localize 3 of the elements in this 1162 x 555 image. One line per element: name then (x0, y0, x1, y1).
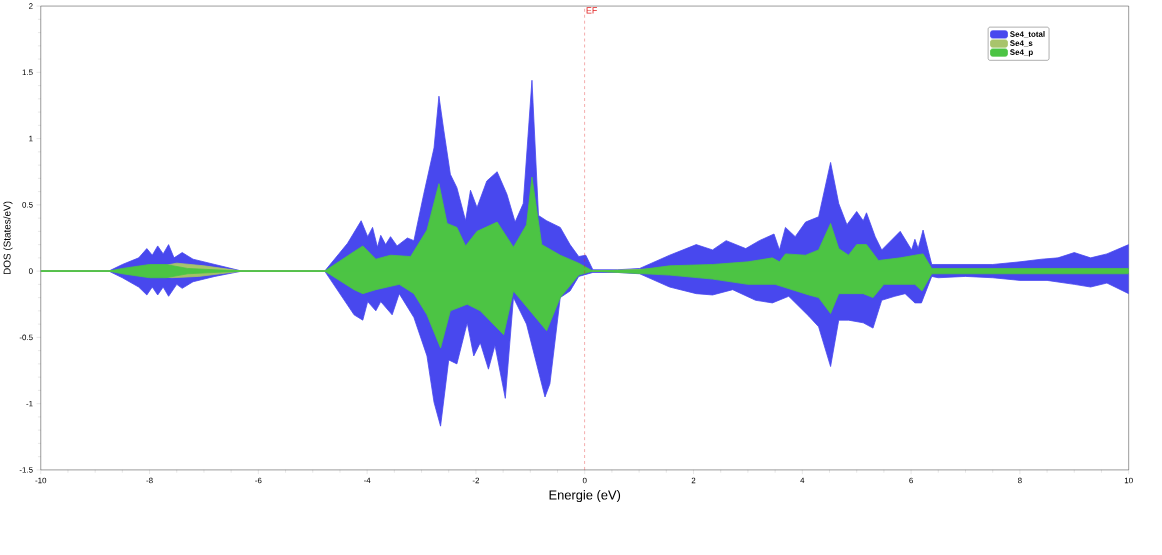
ref-line-label: EF (586, 7, 597, 14)
y-axis-title: DOS (States/eV) (3, 201, 13, 275)
x-axis-title: Energie (eV) (549, 490, 621, 503)
